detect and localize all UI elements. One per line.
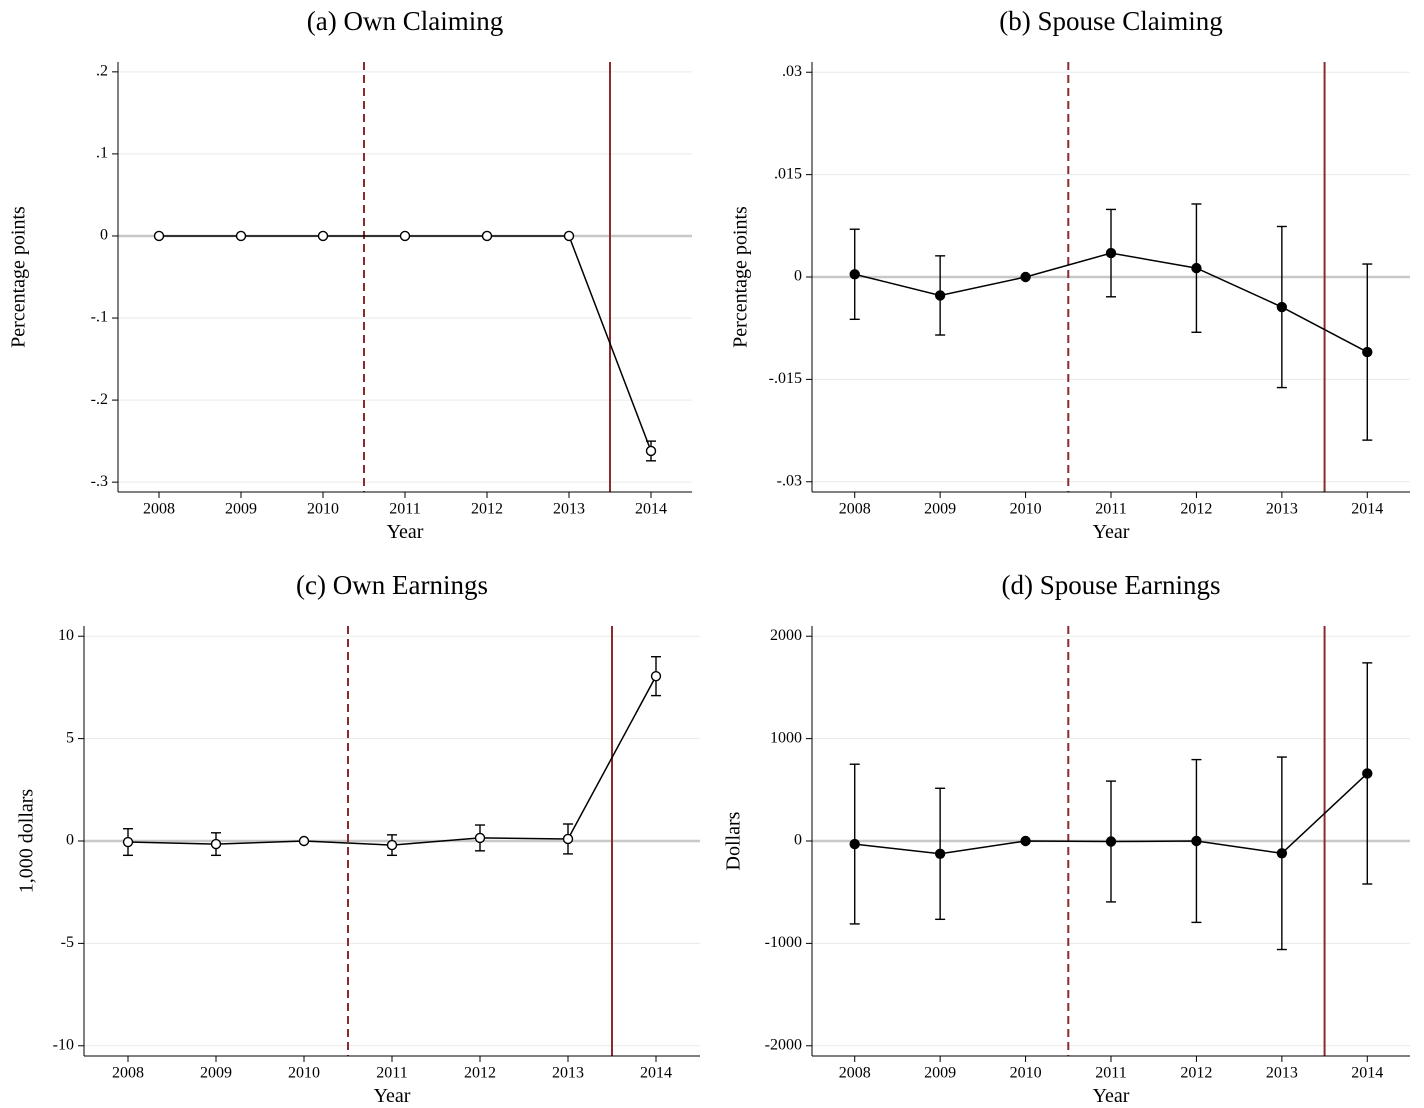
data-point xyxy=(1191,262,1202,274)
x-tick-label: 2010 xyxy=(1010,1065,1042,1082)
panel-title: (c) Own Earnings xyxy=(296,570,488,600)
data-point xyxy=(1191,835,1202,847)
data-point xyxy=(1362,346,1373,358)
x-tick-label: 2009 xyxy=(225,501,257,518)
x-axis-label: Year xyxy=(1093,521,1130,543)
x-tick-label: 2013 xyxy=(1266,501,1298,518)
x-tick-label: 2008 xyxy=(839,1065,871,1082)
panel-title: (b) Spouse Claiming xyxy=(999,6,1223,36)
x-axis-label: Year xyxy=(374,1085,411,1107)
data-point xyxy=(849,838,860,850)
x-tick-label: 2011 xyxy=(1095,1065,1126,1082)
x-tick-label: 2009 xyxy=(200,1065,232,1082)
data-point xyxy=(1020,271,1031,283)
data-point xyxy=(1105,836,1117,847)
data-point xyxy=(298,835,310,847)
data-point xyxy=(235,230,247,242)
panel-title: (d) Spouse Earnings xyxy=(1002,570,1221,600)
data-point xyxy=(650,670,662,682)
data-point xyxy=(934,848,946,859)
x-tick-label: 2008 xyxy=(143,501,175,518)
data-point xyxy=(562,833,574,845)
x-tick-label: 2013 xyxy=(553,501,585,518)
x-tick-label: 2009 xyxy=(924,1065,956,1082)
data-point xyxy=(481,230,493,242)
x-tick-label: 2011 xyxy=(376,1065,407,1082)
data-point xyxy=(1105,247,1117,259)
y-tick-label: -2000 xyxy=(765,1036,802,1053)
y-tick-label: -.03 xyxy=(777,472,802,489)
x-tick-label: 2008 xyxy=(839,501,871,518)
x-tick-label: 2009 xyxy=(924,501,956,518)
data-point xyxy=(317,230,329,242)
y-tick-label: 1000 xyxy=(770,729,802,746)
x-tick-label: 2014 xyxy=(1351,1065,1383,1082)
y-tick-label: -10 xyxy=(53,1036,74,1053)
y-axis-label: Dollars xyxy=(723,811,745,870)
panel-title: (a) Own Claiming xyxy=(307,6,503,36)
x-axis-label: Year xyxy=(387,521,424,543)
x-tick-label: 2014 xyxy=(635,501,667,518)
x-tick-label: 2010 xyxy=(288,1065,320,1082)
y-tick-label: -5 xyxy=(61,934,74,951)
data-point xyxy=(386,839,398,851)
data-point xyxy=(1276,848,1288,859)
y-tick-label: -1000 xyxy=(765,934,802,951)
y-axis-label: 1,000 dollars xyxy=(16,789,38,894)
x-tick-label: 2013 xyxy=(1266,1065,1298,1082)
y-tick-label: 5 xyxy=(66,729,74,746)
data-point xyxy=(122,836,134,848)
x-tick-label: 2013 xyxy=(552,1065,584,1082)
y-axis-label: Percentage points xyxy=(730,206,752,348)
x-tick-label: 2012 xyxy=(471,501,503,518)
y-tick-label: -.3 xyxy=(91,473,108,490)
data-point xyxy=(849,269,860,280)
x-tick-label: 2012 xyxy=(464,1065,496,1082)
data-point xyxy=(474,832,486,844)
y-tick-label: -.2 xyxy=(91,391,108,408)
x-tick-label: 2010 xyxy=(1010,501,1042,518)
y-tick-label: 0 xyxy=(794,832,802,849)
x-tick-label: 2011 xyxy=(389,501,420,518)
y-axis-label: Percentage points xyxy=(8,206,30,348)
data-point xyxy=(934,290,946,301)
x-tick-label: 2010 xyxy=(307,501,339,518)
y-tick-label: .03 xyxy=(782,63,802,80)
data-point xyxy=(563,230,575,242)
y-tick-label: 2000 xyxy=(770,627,802,644)
x-tick-label: 2012 xyxy=(1180,1065,1212,1082)
x-tick-label: 2014 xyxy=(640,1065,672,1082)
data-point xyxy=(153,230,165,242)
y-tick-label: .015 xyxy=(774,165,802,182)
data-line xyxy=(127,675,657,846)
data-line xyxy=(159,235,652,452)
y-tick-label: -.1 xyxy=(91,309,108,326)
y-tick-label: 10 xyxy=(58,627,74,644)
data-point xyxy=(399,230,411,242)
x-tick-label: 2008 xyxy=(112,1065,144,1082)
y-tick-label: .1 xyxy=(96,145,108,162)
y-tick-label: 0 xyxy=(794,268,802,285)
data-point xyxy=(1020,835,1031,847)
data-point xyxy=(1362,768,1373,779)
data-point xyxy=(210,838,222,850)
data-point xyxy=(1276,301,1288,313)
x-tick-label: 2014 xyxy=(1351,501,1383,518)
x-tick-label: 2011 xyxy=(1095,501,1126,518)
y-tick-label: -.015 xyxy=(769,370,802,387)
y-tick-label: 0 xyxy=(100,227,108,244)
data-point xyxy=(645,445,657,457)
x-tick-label: 2012 xyxy=(1180,501,1212,518)
y-tick-label: .2 xyxy=(96,63,108,80)
y-tick-label: 0 xyxy=(66,832,74,849)
x-axis-label: Year xyxy=(1093,1085,1130,1107)
